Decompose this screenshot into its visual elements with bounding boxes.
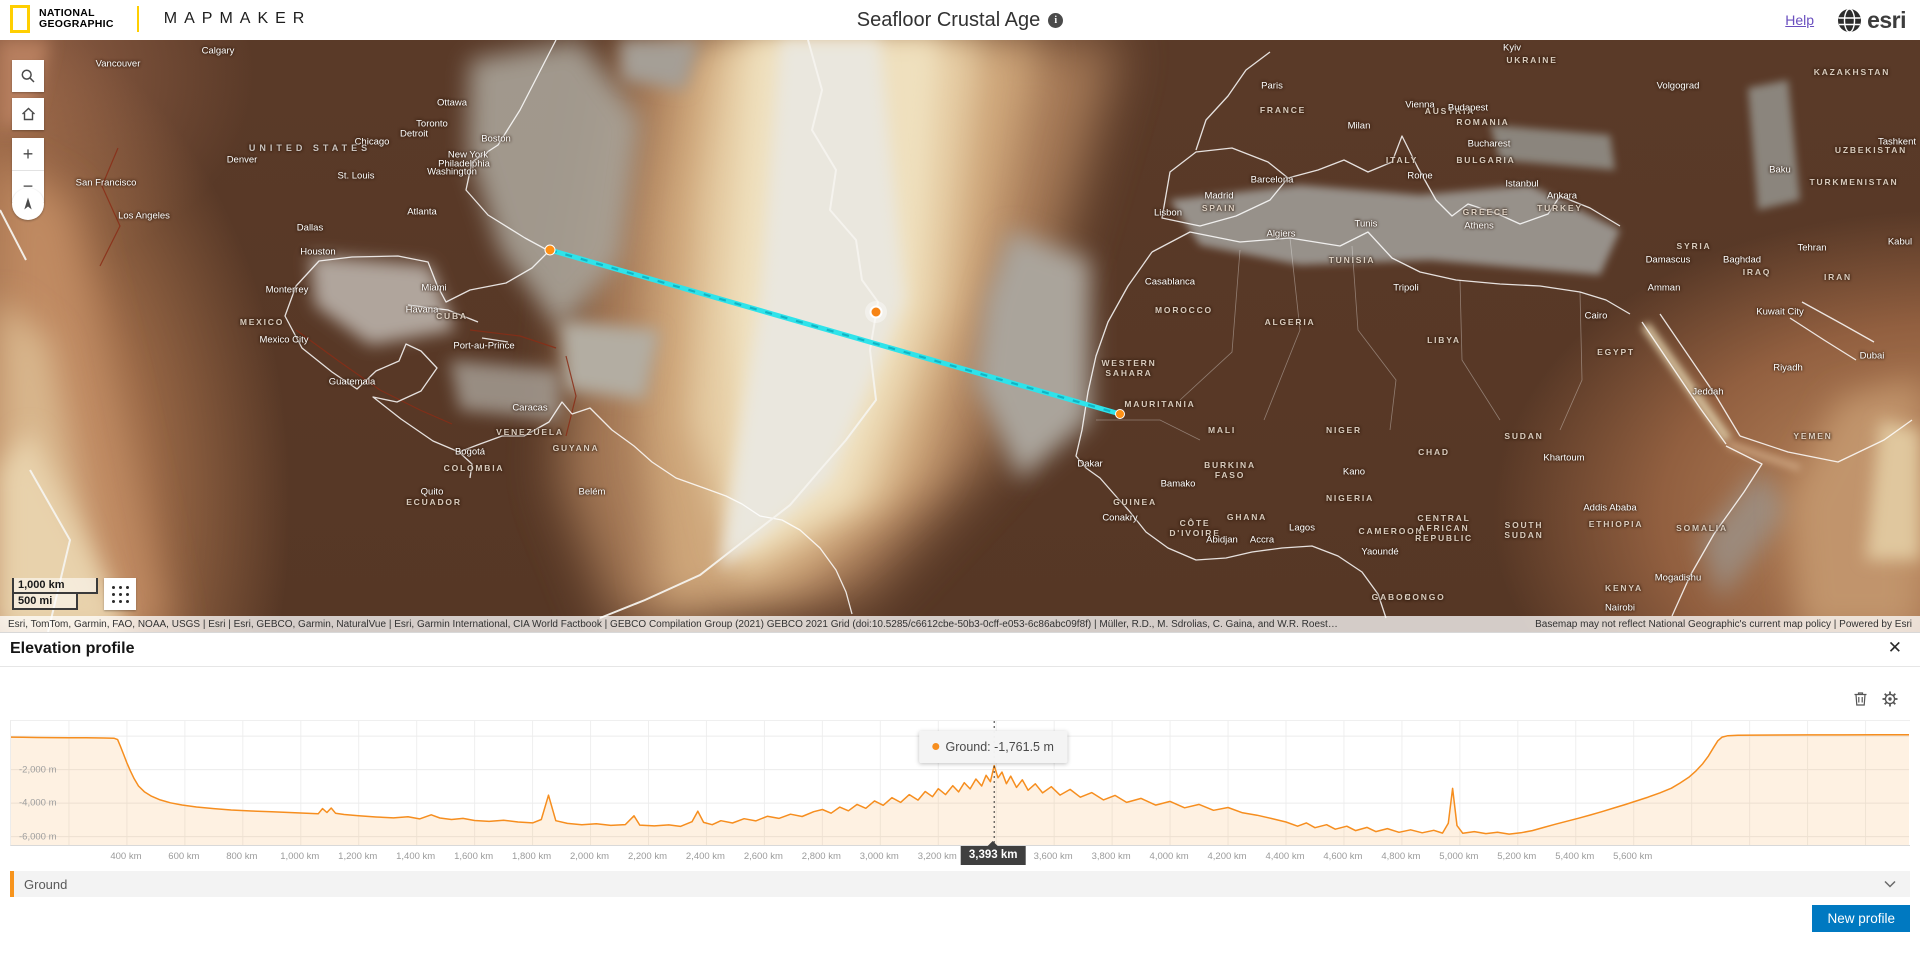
y-tick-label: -2,000 m xyxy=(19,764,57,776)
x-tick-label: 4,800 km xyxy=(1381,851,1421,862)
x-tick-label: 1,400 km xyxy=(396,851,436,862)
settings-button[interactable] xyxy=(1882,691,1898,710)
line-end-point xyxy=(1115,409,1125,419)
delete-profile-button[interactable] xyxy=(1853,691,1868,710)
search-button[interactable] xyxy=(12,60,44,92)
esri-wordmark: esri xyxy=(1867,6,1906,33)
scale-bar: 1,000 km 500 mi xyxy=(12,578,98,610)
new-profile-button[interactable]: New profile xyxy=(1812,905,1910,932)
y-tick-label: -4,000 m xyxy=(19,797,57,809)
elevation-profile-panel: Elevation profile ✕ -2,000 m -4,000 m xyxy=(0,632,1920,953)
basemap-art xyxy=(0,40,1920,632)
panel-header: Elevation profile ✕ xyxy=(0,633,1920,667)
x-tick-label: 4,400 km xyxy=(1265,851,1305,862)
home-button[interactable] xyxy=(12,98,44,130)
gear-icon xyxy=(1882,691,1898,707)
panel-title: Elevation profile xyxy=(10,640,135,657)
series-dot-icon xyxy=(932,743,940,750)
search-icon xyxy=(21,69,35,83)
home-icon xyxy=(21,107,35,121)
x-tick-label: 4,000 km xyxy=(1149,851,1189,862)
x-tick-label: 4,600 km xyxy=(1323,851,1363,862)
help-link[interactable]: Help xyxy=(1785,12,1815,28)
x-tick-label: 3,600 km xyxy=(1033,851,1073,862)
x-tick-label: 4,200 km xyxy=(1207,851,1247,862)
x-tick-label: 2,200 km xyxy=(627,851,668,862)
x-tick-label: 2,000 km xyxy=(569,851,610,862)
x-tick-label: 2,800 km xyxy=(801,851,841,862)
attribution-sources: Esri, TomTom, Garmin, FAO, NOAA, USGS | … xyxy=(8,618,1338,630)
page-title: Seafloor Crustal Age xyxy=(856,8,1041,31)
basemap-grid-button[interactable] xyxy=(104,578,136,610)
tooltip-text: Ground: -1,761.5 m xyxy=(945,740,1054,754)
x-tick-label: 1,600 km xyxy=(454,851,494,862)
esri-logo: esri xyxy=(1836,7,1906,34)
x-tick-label: 2,400 km xyxy=(685,851,725,862)
x-tick-label: 1,800 km xyxy=(512,851,552,862)
x-tick-label: 800 km xyxy=(226,851,258,862)
esri-globe-icon xyxy=(1838,7,1862,33)
elevation-chart[interactable]: -2,000 m -4,000 m -6,000 m xyxy=(10,720,1910,846)
x-tick-label: 2,600 km xyxy=(743,851,783,862)
chevron-down-icon xyxy=(1884,880,1896,888)
map-viewport[interactable]: Vancouver Calgary Ottawa Toronto Boston New Y… xyxy=(0,40,1920,632)
natgeo-wordmark: NATIONAL GEOGRAPHIC xyxy=(39,6,114,30)
info-icon[interactable]: i xyxy=(1048,12,1064,28)
x-axis-labels: 400 km 600 km 800 km 1,000 km 1,200 km 1,400 … xyxy=(10,851,1910,865)
x-tick-label: 5,200 km xyxy=(1497,851,1537,862)
natgeo-logo-icon xyxy=(10,5,30,33)
y-tick-label: -6,000 m xyxy=(19,831,57,843)
line-start-point xyxy=(544,244,556,256)
x-tick-label: 3,000 km xyxy=(859,851,899,862)
x-tick-label: 5,600 km xyxy=(1613,851,1653,862)
map-attribution: Esri, TomTom, Garmin, FAO, NOAA, USGS | … xyxy=(0,616,1920,632)
trash-icon xyxy=(1854,692,1867,706)
compass-needle-icon xyxy=(24,197,32,210)
x-tick-label: 5,000 km xyxy=(1439,851,1479,862)
country-borders xyxy=(1096,237,1583,441)
chart-tooltip: Ground: -1,761.5 m xyxy=(919,731,1067,763)
compass-button[interactable] xyxy=(12,188,44,220)
series-label: Ground xyxy=(24,876,68,892)
hover-marker xyxy=(869,305,883,319)
attribution-policy: Basemap may not reflect National Geograp… xyxy=(1535,618,1912,630)
x-tick-label: 5,400 km xyxy=(1555,851,1595,862)
app-header: NATIONAL GEOGRAPHIC MAPMAKER Seafloor Cr… xyxy=(0,0,1920,40)
brand-divider xyxy=(136,6,139,32)
measurement-line xyxy=(544,244,1125,419)
x-tick-label: 1,000 km xyxy=(280,851,320,862)
zoom-in-button[interactable]: + xyxy=(12,138,44,170)
scale-mi: 500 mi xyxy=(12,594,78,610)
cursor-distance-badge: 3,393 km xyxy=(960,841,1026,865)
x-tick-label: 600 km xyxy=(168,851,200,862)
coastlines xyxy=(284,40,1913,619)
ground-series-selector[interactable]: Ground xyxy=(10,871,1910,897)
x-tick-label: 3,800 km xyxy=(1091,851,1131,862)
fault-lines xyxy=(99,147,577,437)
x-tick-label: 400 km xyxy=(110,851,142,862)
product-name: MAPMAKER xyxy=(163,10,312,27)
scale-km: 1,000 km xyxy=(12,578,98,594)
close-icon[interactable]: ✕ xyxy=(1887,638,1902,657)
natgeo-brand: NATIONAL GEOGRAPHIC MAPMAKER xyxy=(10,5,311,33)
x-tick-label: 1,200 km xyxy=(338,851,378,862)
x-tick-label: 3,200 km xyxy=(917,851,957,862)
